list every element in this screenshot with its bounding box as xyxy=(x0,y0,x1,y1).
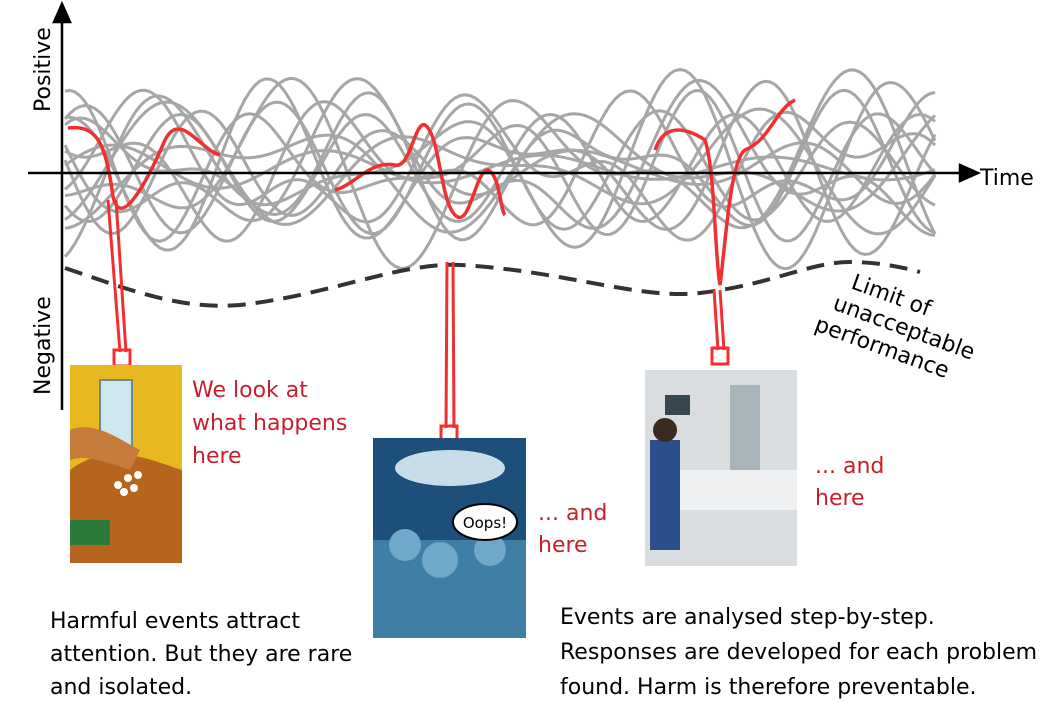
caption: attention. But they are rare xyxy=(50,642,352,667)
annotation: We look at xyxy=(192,378,308,403)
image-medication xyxy=(70,365,182,563)
caption: Events are analysed step-by-step. xyxy=(560,605,935,630)
annotation: here xyxy=(192,444,242,469)
caption: Responses are developed for each problem xyxy=(560,640,1037,665)
connectors xyxy=(108,200,728,442)
image-icu xyxy=(645,370,797,566)
limit-label: Limit of unacceptable performance xyxy=(811,263,987,390)
negative-label: Negative xyxy=(31,296,56,395)
annotation: here xyxy=(538,533,588,558)
texts: We look at what happens here ... and her… xyxy=(50,378,1037,700)
caption: and isolated. xyxy=(50,675,192,700)
speech-bubble: Oops! xyxy=(463,514,507,532)
limit-line xyxy=(65,262,920,306)
annotation: ... and xyxy=(538,501,607,526)
image-surgery: Oops! xyxy=(373,438,526,638)
annotation: what happens xyxy=(192,411,347,436)
annotation: here xyxy=(815,486,865,511)
time-label: Time xyxy=(979,166,1034,191)
caption: Harmful events attract xyxy=(50,609,300,634)
diagram: Time Positive Negative Limit of unaccept… xyxy=(0,0,1058,704)
annotation: ... and xyxy=(815,454,884,479)
caption: found. Harm is therefore preventable. xyxy=(560,675,977,700)
variability-curves xyxy=(65,70,935,269)
positive-label: Positive xyxy=(31,27,56,112)
